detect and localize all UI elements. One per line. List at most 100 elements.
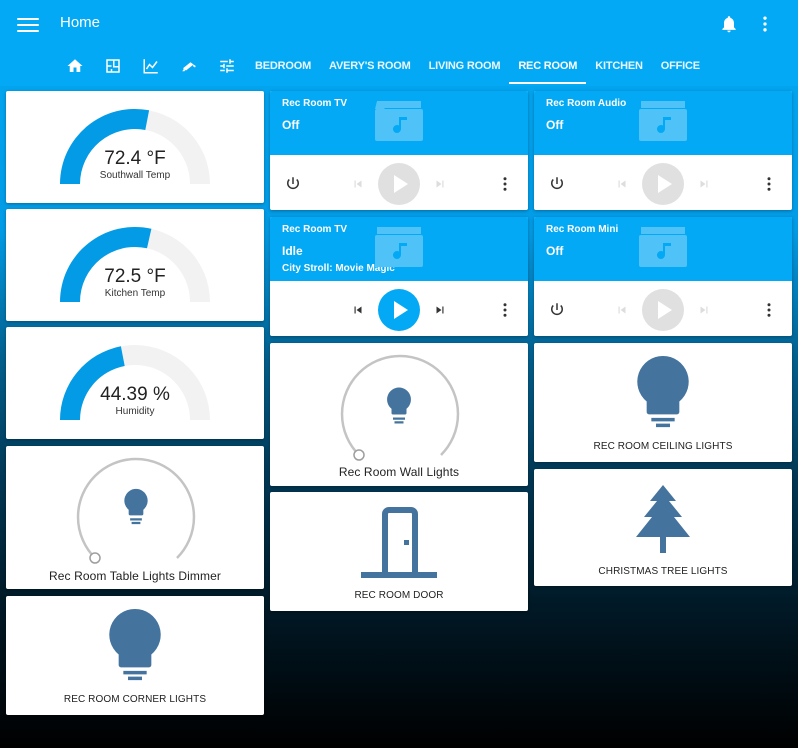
media-title: City Stroll: Movie Magic bbox=[282, 263, 395, 274]
pine-tree-icon bbox=[636, 485, 690, 553]
gauge-label: Southwall Temp bbox=[99, 170, 171, 181]
media-player-card[interactable]: Rec Room Audio Off bbox=[534, 91, 792, 210]
gauge-label: Kitchen Temp bbox=[104, 288, 166, 299]
home-icon bbox=[67, 59, 83, 72]
app-header: Home BEDROOM AVERY'S ROOM LIVING ROOM RE… bbox=[0, 0, 798, 86]
tab-cameras[interactable] bbox=[170, 48, 208, 84]
light-card-corner[interactable]: REC ROOM CORNER LIGHTS bbox=[6, 596, 264, 715]
movie-icon bbox=[375, 101, 423, 141]
tab-bedroom[interactable]: BEDROOM bbox=[255, 60, 312, 72]
play-button[interactable] bbox=[642, 289, 684, 331]
slider-track bbox=[340, 354, 460, 456]
gauge-fill bbox=[59, 108, 150, 184]
door-card[interactable]: REC ROOM DOOR bbox=[270, 492, 528, 611]
chart-icon bbox=[143, 59, 158, 74]
power-icon[interactable] bbox=[548, 175, 566, 193]
play-button[interactable] bbox=[378, 163, 420, 205]
media-player-name: Rec Room TV bbox=[282, 224, 348, 235]
slider-handle[interactable] bbox=[353, 449, 365, 461]
lightbulb-icon bbox=[637, 355, 689, 428]
next-track-icon[interactable] bbox=[697, 177, 711, 191]
tab-kitchen[interactable]: KITCHEN bbox=[595, 60, 643, 72]
tune-icon bbox=[220, 59, 234, 73]
more-vertical-icon[interactable] bbox=[760, 175, 778, 193]
gauge-fill bbox=[59, 346, 125, 420]
tab-office[interactable]: OFFICE bbox=[660, 60, 700, 72]
gauge-fill bbox=[60, 226, 152, 302]
media-player-state: Off bbox=[546, 118, 564, 132]
gauge-value: 72.5 °F bbox=[104, 266, 166, 287]
tab-rec-room[interactable]: REC ROOM bbox=[509, 48, 587, 84]
gauge-label: Humidity bbox=[115, 406, 155, 417]
security-camera-icon bbox=[182, 62, 196, 72]
media-player-name: Rec Room Mini bbox=[546, 224, 619, 235]
more-vertical-icon[interactable] bbox=[496, 175, 514, 193]
previous-track-icon[interactable] bbox=[351, 177, 365, 191]
brightness-slider[interactable] bbox=[270, 343, 528, 486]
gauge-dial bbox=[60, 226, 210, 302]
gauge-card-kitchen[interactable]: 72.5 °F Kitchen Temp bbox=[6, 209, 264, 321]
next-track-icon[interactable] bbox=[697, 303, 711, 317]
next-track-icon[interactable] bbox=[433, 177, 447, 191]
media-player-name: Rec Room Audio bbox=[546, 98, 627, 109]
bell-icon[interactable] bbox=[719, 14, 739, 34]
movie-icon bbox=[375, 227, 423, 267]
media-player-state: Off bbox=[546, 244, 564, 258]
media-player-state: Idle bbox=[282, 244, 303, 258]
slider-track bbox=[76, 457, 196, 559]
media-header: Rec Room Mini Off bbox=[534, 217, 792, 281]
movie-icon bbox=[639, 101, 687, 141]
more-vertical-icon[interactable] bbox=[496, 301, 514, 319]
previous-track-icon[interactable] bbox=[615, 303, 629, 317]
door-icon bbox=[361, 507, 437, 578]
brightness-slider[interactable] bbox=[6, 446, 264, 589]
tab-home[interactable] bbox=[56, 48, 94, 84]
more-vertical-icon[interactable] bbox=[755, 14, 775, 34]
gauge-value: 44.39 % bbox=[100, 384, 170, 405]
view-tabs: BEDROOM AVERY'S ROOM LIVING ROOM REC ROO… bbox=[56, 48, 709, 84]
power-icon[interactable] bbox=[284, 175, 302, 193]
gauge-dial bbox=[59, 345, 210, 420]
slider-handle[interactable] bbox=[89, 552, 101, 564]
gauge-dial bbox=[59, 108, 210, 184]
media-player-card[interactable]: Rec Room TV Off bbox=[270, 91, 528, 210]
media-player-state: Off bbox=[282, 118, 300, 132]
light-card-ceiling[interactable]: REC ROOM CEILING LIGHTS bbox=[534, 343, 792, 462]
gauge-card-humidity[interactable]: 44.39 % Humidity bbox=[6, 327, 264, 439]
lightbulb-icon bbox=[109, 608, 161, 681]
entity-name: REC ROOM CORNER LIGHTS bbox=[63, 694, 207, 705]
light-card-christmas[interactable]: CHRISTMAS TREE LIGHTS bbox=[534, 469, 792, 586]
tab-averys-room[interactable]: AVERY'S ROOM bbox=[329, 60, 411, 72]
gauge-card-southwall[interactable]: 72.4 °F Southwall Temp bbox=[6, 91, 264, 203]
page-title: Home bbox=[60, 14, 101, 31]
tab-settings[interactable] bbox=[208, 48, 246, 84]
entity-name: REC ROOM DOOR bbox=[354, 590, 444, 601]
media-player-name: Rec Room TV bbox=[282, 98, 348, 109]
entity-name: Rec Room Table Lights Dimmer bbox=[49, 569, 221, 583]
movie-icon bbox=[639, 227, 687, 267]
gauge-value: 72.4 °F bbox=[104, 148, 166, 169]
previous-track-icon[interactable] bbox=[615, 177, 629, 191]
light-card-table-dimmer[interactable]: Rec Room Table Lights Dimmer bbox=[6, 446, 264, 589]
more-vertical-icon[interactable] bbox=[760, 301, 778, 319]
power-icon[interactable] bbox=[548, 301, 566, 319]
tab-history[interactable] bbox=[132, 48, 170, 84]
entity-name: CHRISTMAS TREE LIGHTS bbox=[598, 566, 728, 577]
entity-name: REC ROOM CEILING LIGHTS bbox=[593, 441, 733, 452]
tab-living-room[interactable]: LIVING ROOM bbox=[428, 60, 501, 72]
media-player-card[interactable]: Rec Room Mini Off bbox=[534, 217, 792, 336]
previous-track-icon[interactable] bbox=[351, 303, 365, 317]
next-track-icon[interactable] bbox=[433, 303, 447, 317]
menu-icon[interactable] bbox=[17, 14, 39, 34]
media-player-card[interactable]: Rec Room TV Idle City Stroll: Movie Magi… bbox=[270, 217, 528, 336]
media-header: Rec Room Audio Off bbox=[534, 91, 792, 155]
floorplan-icon bbox=[106, 59, 120, 73]
lightbulb-icon bbox=[124, 488, 148, 525]
entity-name: Rec Room Wall Lights bbox=[338, 465, 460, 479]
play-button[interactable] bbox=[378, 289, 420, 331]
media-header: Rec Room TV Off bbox=[270, 91, 528, 155]
media-header: Rec Room TV Idle City Stroll: Movie Magi… bbox=[270, 217, 528, 281]
tab-floorplan[interactable] bbox=[94, 48, 132, 84]
play-button[interactable] bbox=[642, 163, 684, 205]
light-card-wall[interactable]: Rec Room Wall Lights bbox=[270, 343, 528, 486]
